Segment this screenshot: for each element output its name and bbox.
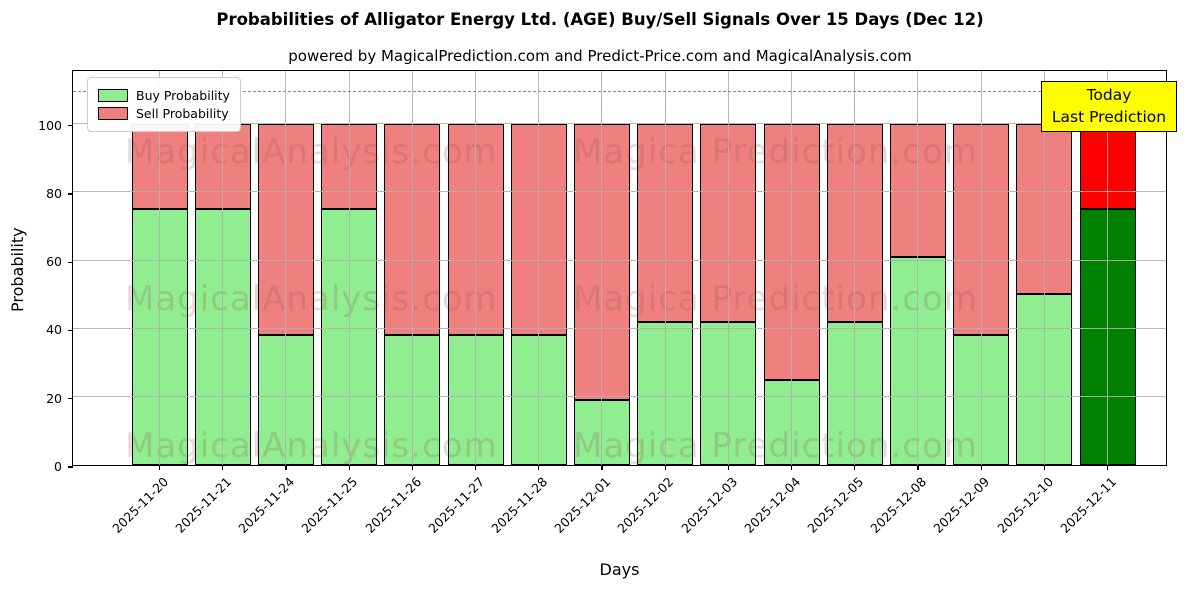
y-tick-mark [68,261,73,263]
x-tick-mark [790,465,793,470]
x-tick-mark [917,465,919,470]
y-tick-label: 20 [46,390,62,406]
gridline-v [601,71,603,465]
x-tick-mark [285,465,287,470]
x-tick-label: 2025-12-11 [1057,474,1120,536]
x-tick-mark [538,465,540,470]
buy-swatch-icon [98,89,128,102]
chart-subtitle: powered by MagicalPrediction.com and Pre… [288,47,912,65]
y-tick-label: 60 [46,254,62,270]
gridline-v [1107,71,1108,465]
legend-label-sell: Sell Probability [136,106,229,121]
x-tick-label: 2025-12-10 [993,474,1056,536]
x-tick-mark [727,465,729,470]
x-tick-label: 2025-12-01 [551,474,614,536]
x-tick-label: 2025-11-26 [361,474,424,536]
legend-item-buy: Buy Probability [98,88,230,103]
chart-title: Probabilities of Alligator Energy Ltd. (… [216,10,984,29]
x-tick-label: 2025-12-02 [614,474,677,536]
x-tick-mark [601,465,603,470]
x-tick-label: 2025-11-20 [109,474,172,536]
x-tick-label: 2025-11-25 [298,474,361,536]
x-tick-label: 2025-11-24 [235,474,298,536]
gridline-v [475,71,476,465]
watermark-text: MagicalAnalysis.com [125,426,498,466]
gridline-h [73,259,1166,261]
dashed-threshold-line [73,91,1166,93]
gridline-v [538,71,540,465]
today-annotation-line2: Last Prediction [1051,108,1167,127]
x-tick-mark [1043,465,1045,470]
gridline-v [159,71,160,465]
watermark-text: Magica Prediction.com [573,279,978,319]
gridline-v [727,71,729,465]
y-tick-mark [68,329,73,332]
watermark-text: Magica Prediction.com [573,132,978,172]
y-tick-mark [68,193,73,195]
x-axis-label: Days [599,560,640,579]
gridline-v [348,71,350,465]
x-tick-mark [980,465,982,470]
x-tick-mark [664,465,666,470]
y-axis-label: Probability [8,227,27,312]
gridline-v [222,71,224,465]
gridline-v [791,71,792,465]
x-tick-mark [222,465,224,470]
legend: Buy Probability Sell Probability [87,77,241,132]
x-tick-mark [348,465,350,470]
y-tick-mark [68,398,73,400]
y-tick-label: 0 [54,459,62,474]
plot-area: MagicalAnalysis.com Magica Prediction.com… [38,70,1177,536]
gridline-v [285,71,287,465]
x-tick-label: 2025-12-09 [930,474,993,536]
watermark-text: MagicalAnalysis.com [125,132,498,172]
x-tick-label: 2025-12-04 [741,474,804,536]
gridline-v [411,71,413,465]
watermark-text: MagicalAnalysis.com [125,279,498,319]
gridline-h [73,191,1166,193]
sell-swatch-icon [98,107,128,120]
today-annotation-line1: Today [1086,86,1132,104]
gridline-v [664,71,666,465]
y-tick-label: 100 [38,117,62,133]
x-tick-label: 2025-12-05 [804,474,867,536]
x-tick-mark [411,465,413,470]
x-tick-label: 2025-12-03 [677,474,740,536]
y-tick-label: 80 [46,185,62,201]
watermark-text: Magica Prediction.com [573,426,978,466]
gridline-v [1043,71,1045,465]
x-tick-label: 2025-12-08 [867,474,930,536]
y-tick-label: 40 [46,322,62,338]
legend-item-sell: Sell Probability [98,106,230,121]
gridline-v [854,71,856,465]
gridline-h [73,396,1166,398]
y-tick-mark [68,466,73,468]
x-tick-label: 2025-11-27 [425,474,488,536]
gridline-v [917,71,919,465]
x-tick-mark [1106,465,1109,470]
x-tick-mark [854,465,856,470]
legend-label-buy: Buy Probability [136,88,230,103]
x-tick-label: 2025-11-21 [172,474,235,536]
gridline-v [980,71,982,465]
x-tick-mark [158,465,161,470]
today-annotation: Today Last Prediction [1041,81,1177,132]
x-tick-mark [474,465,477,470]
x-tick-label: 2025-11-28 [488,474,551,536]
gridline-h [73,123,1166,125]
gridline-h [73,327,1166,329]
y-tick-mark [68,125,73,127]
